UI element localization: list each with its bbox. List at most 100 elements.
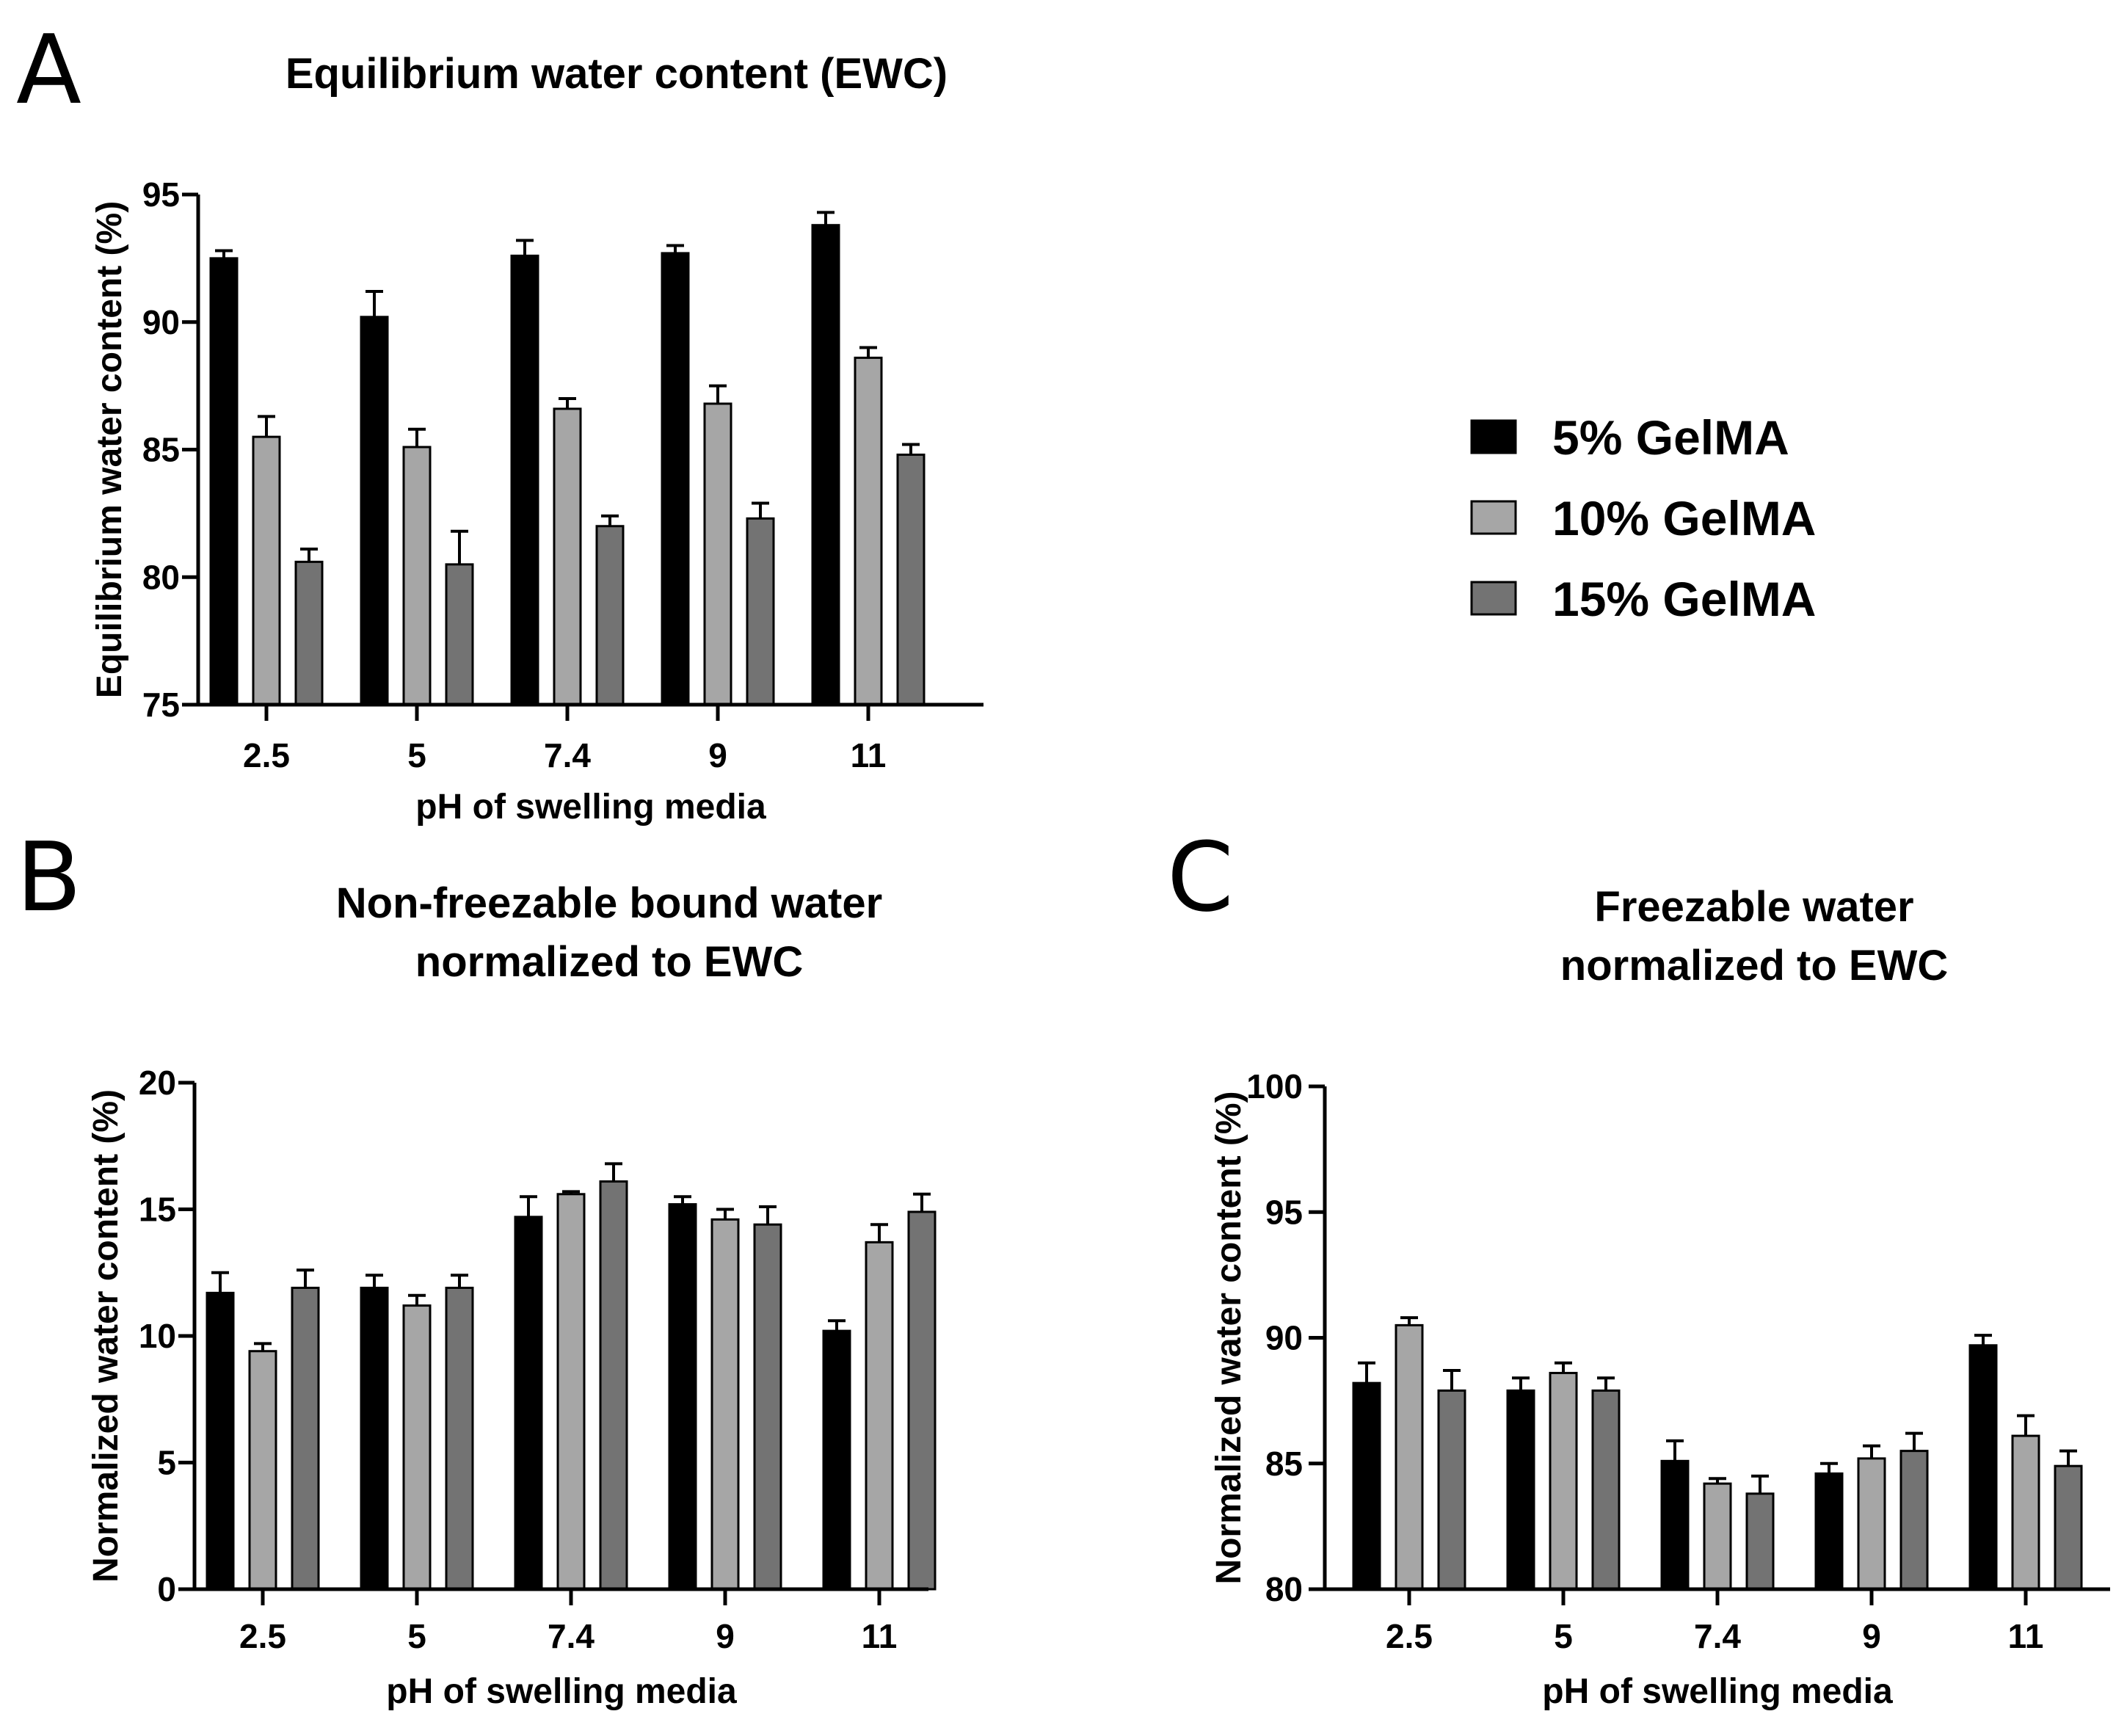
bar	[553, 407, 582, 706]
bar	[822, 1329, 851, 1591]
x-axis-label: pH of swelling media	[415, 788, 766, 827]
x-tick-label: 2.5	[243, 736, 290, 774]
bar	[445, 563, 474, 706]
x-tick-label: 2.5	[1386, 1617, 1433, 1655]
x-tick-label: 7.4	[1694, 1617, 1741, 1655]
y-tick-label: 0	[157, 1570, 176, 1608]
bar	[599, 1180, 628, 1591]
y-tick-label: 5	[157, 1444, 176, 1482]
bar	[854, 356, 883, 706]
bar	[1745, 1492, 1775, 1591]
bar	[209, 257, 239, 706]
x-tick-label: 11	[862, 1617, 898, 1655]
x-axis-label: pH of swelling media	[1542, 1672, 1893, 1711]
y-tick-label: 15	[139, 1191, 176, 1229]
panel-letter-c: C	[1167, 821, 1234, 933]
bar	[1660, 1459, 1690, 1591]
y-tick-label: 80	[142, 558, 180, 596]
bar	[1857, 1457, 1886, 1591]
bar	[402, 1304, 432, 1591]
bar	[1352, 1381, 1381, 1591]
legend-label: 5% GelMA	[1552, 410, 1789, 465]
bar	[1703, 1482, 1732, 1591]
x-tick-label: 7.4	[544, 736, 591, 774]
x-tick-label: 11	[851, 736, 887, 774]
chart-title-line: normalized to EWC	[1560, 942, 1948, 989]
y-axis-label: Normalized water content (%)	[1210, 1091, 1248, 1584]
bar	[661, 252, 690, 706]
bar	[1814, 1472, 1844, 1591]
bar	[1591, 1389, 1621, 1591]
bar	[1437, 1389, 1466, 1591]
bar	[291, 1286, 320, 1591]
bar	[595, 525, 625, 706]
y-tick-label: 10	[139, 1317, 176, 1355]
y-axis-label: Equilibrium water content (%)	[90, 201, 129, 698]
bar	[865, 1241, 894, 1591]
bar	[2011, 1434, 2040, 1591]
bar	[1506, 1389, 1535, 1591]
y-tick-label: 85	[142, 431, 180, 469]
bar	[360, 316, 389, 706]
x-tick-label: 5	[407, 1617, 426, 1655]
x-axis-label: pH of swelling media	[386, 1672, 737, 1711]
chart-title-line: normalized to EWC	[415, 938, 803, 986]
chart-title-line: Freezable water	[1594, 883, 1913, 931]
legend: 5% GelMA 10% GelMA 15% GelMA	[1470, 410, 1816, 626]
x-tick-label: 7.4	[548, 1617, 595, 1655]
x-tick-label: 5	[1554, 1617, 1573, 1655]
bar	[294, 560, 324, 706]
bar	[252, 435, 281, 706]
bar	[1395, 1323, 1424, 1591]
chart-b: Non-freezable bound water normalized to E…	[87, 879, 937, 1711]
y-tick-label: 100	[1246, 1067, 1303, 1105]
legend-label: 15% GelMA	[1552, 572, 1816, 626]
chart-title-line: Equilibrium water content (EWC)	[286, 50, 948, 98]
x-tick-label: 9	[1862, 1617, 1881, 1655]
chart-a: Equilibrium water content (EWC) 75 80 85 90 9…	[90, 50, 983, 827]
y-axis-label: Normalized water content (%)	[87, 1089, 126, 1583]
y-tick-label: 75	[142, 686, 180, 724]
panel-letter-b: B	[16, 821, 81, 933]
bar	[1968, 1344, 1998, 1591]
bar	[710, 1218, 740, 1591]
bar	[514, 1216, 543, 1591]
bar	[811, 224, 840, 706]
bar	[668, 1203, 697, 1591]
x-tick-label: 2.5	[239, 1617, 286, 1655]
y-tick-label: 95	[1265, 1193, 1303, 1231]
y-tick-label: 90	[142, 303, 180, 341]
y-tick-label: 85	[1265, 1445, 1303, 1483]
legend-swatch	[1470, 500, 1517, 535]
y-tick-label: 90	[1265, 1319, 1303, 1357]
legend-swatch	[1470, 419, 1517, 454]
bar	[703, 402, 732, 706]
panel-letter-a: A	[16, 14, 81, 126]
bar	[2054, 1464, 2083, 1591]
bar	[556, 1193, 586, 1591]
bar	[510, 254, 539, 706]
y-tick-label: 80	[1265, 1570, 1303, 1608]
bar	[896, 453, 926, 706]
chart-title-line: Non-freezable bound water	[336, 879, 882, 927]
x-tick-label: 9	[708, 736, 727, 774]
bar	[206, 1291, 235, 1591]
x-tick-label: 9	[716, 1617, 735, 1655]
bar	[248, 1350, 277, 1591]
y-tick-label: 95	[142, 175, 180, 214]
legend-swatch	[1470, 581, 1517, 616]
bar	[445, 1286, 474, 1591]
bar	[753, 1223, 782, 1591]
legend-label: 10% GelMA	[1552, 491, 1816, 545]
bar	[1899, 1450, 1929, 1591]
x-tick-label: 5	[407, 736, 426, 774]
bar	[402, 446, 432, 706]
bar	[360, 1286, 389, 1591]
x-tick-label: 11	[2008, 1617, 2044, 1655]
bar	[746, 517, 775, 706]
bar	[907, 1210, 937, 1591]
bar	[1549, 1371, 1578, 1591]
y-tick-label: 20	[139, 1064, 176, 1102]
